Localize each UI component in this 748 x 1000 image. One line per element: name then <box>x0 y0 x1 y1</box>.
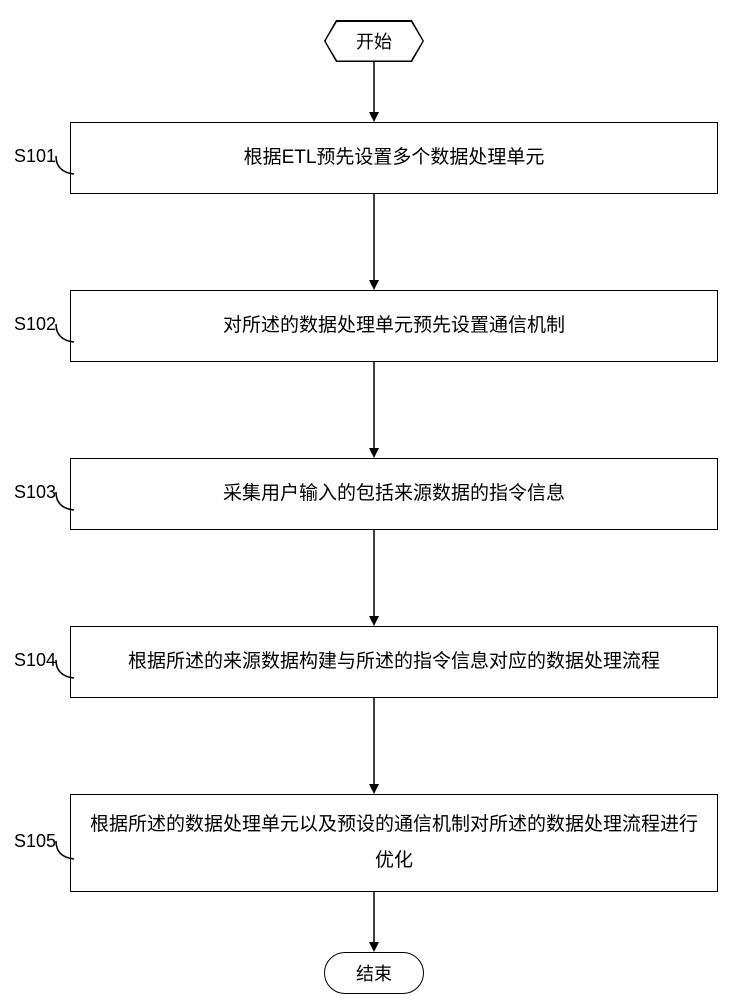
step-label-wrap: S102 <box>0 318 70 335</box>
end-node: 结束 <box>324 952 424 994</box>
step-row: S105 根据所述的数据处理单元以及预设的通信机制对所述的数据处理流程进行优化 <box>0 794 748 892</box>
step-row: S104 根据所述的来源数据构建与所述的指令信息对应的数据处理流程 <box>0 626 748 698</box>
step-label-wrap: S103 <box>0 486 70 503</box>
step-label-wrap: S101 <box>0 150 70 167</box>
process-text: 根据所述的数据处理单元以及预设的通信机制对所述的数据处理流程进行优化 <box>89 807 699 879</box>
process-box-s105: 根据所述的数据处理单元以及预设的通信机制对所述的数据处理流程进行优化 <box>70 794 718 892</box>
process-box-s103: 采集用户输入的包括来源数据的指令信息 <box>70 458 718 530</box>
step-row: S103 采集用户输入的包括来源数据的指令信息 <box>0 458 748 530</box>
start-label: 开始 <box>326 22 423 61</box>
arrow <box>0 62 748 122</box>
process-text: 根据所述的来源数据构建与所述的指令信息对应的数据处理流程 <box>128 644 660 680</box>
arrow <box>0 194 748 290</box>
flowchart-container: 开始 S101 根据ETL预先设置多个数据处理单元 S102 对所述的数据处理单… <box>0 20 748 994</box>
process-text: 对所述的数据处理单元预先设置通信机制 <box>223 308 565 344</box>
step-row: S102 对所述的数据处理单元预先设置通信机制 <box>0 290 748 362</box>
start-node: 开始 <box>324 20 424 62</box>
end-label: 结束 <box>356 960 392 986</box>
arrow <box>0 698 748 794</box>
arrow <box>0 362 748 458</box>
process-box-s104: 根据所述的来源数据构建与所述的指令信息对应的数据处理流程 <box>70 626 718 698</box>
step-label-wrap: S104 <box>0 654 70 671</box>
arrow <box>0 892 748 952</box>
process-box-s102: 对所述的数据处理单元预先设置通信机制 <box>70 290 718 362</box>
step-label-wrap: S105 <box>0 835 70 852</box>
arrow <box>0 530 748 626</box>
process-text: 根据ETL预先设置多个数据处理单元 <box>244 140 545 176</box>
process-text: 采集用户输入的包括来源数据的指令信息 <box>223 476 565 512</box>
process-box-s101: 根据ETL预先设置多个数据处理单元 <box>70 122 718 194</box>
step-row: S101 根据ETL预先设置多个数据处理单元 <box>0 122 748 194</box>
